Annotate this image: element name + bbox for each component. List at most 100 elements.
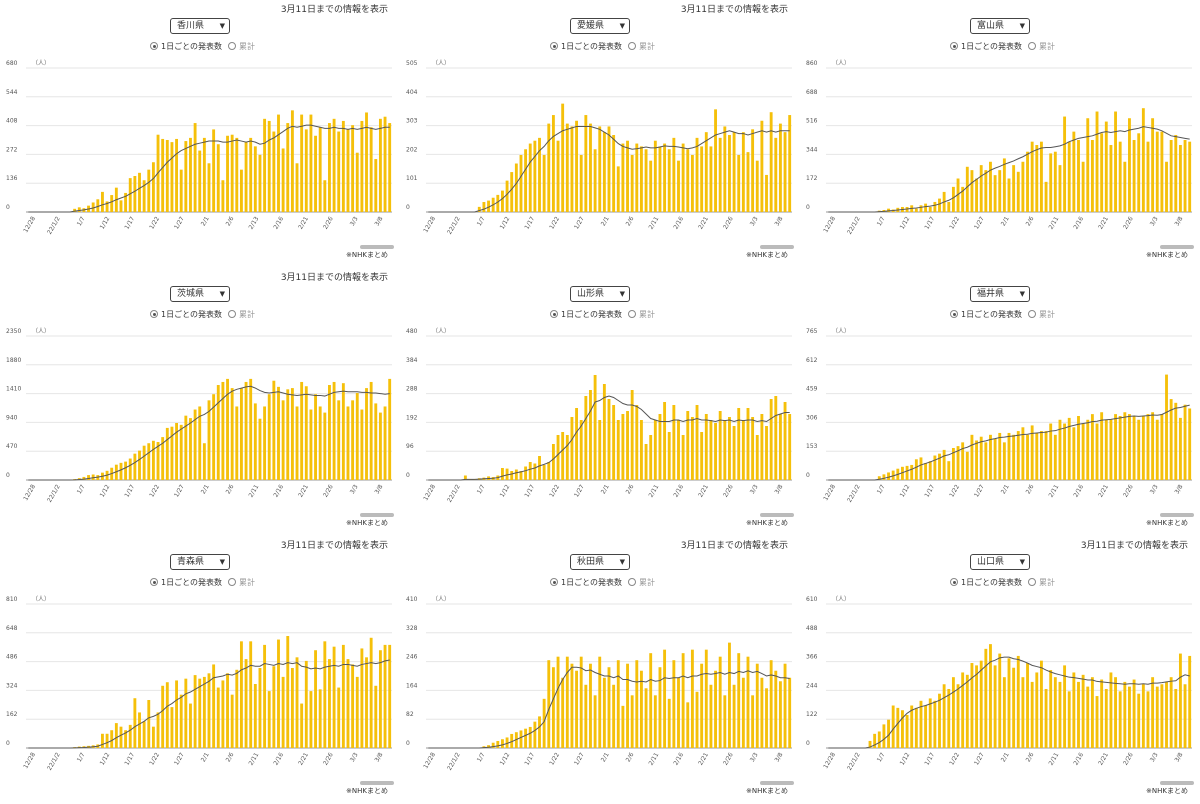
bar: [951, 677, 955, 748]
cumulative-radio[interactable]: [228, 42, 237, 50]
x-tick-label: 1/27: [973, 751, 986, 766]
bar: [198, 406, 202, 480]
horizontal-scrollbar[interactable]: [360, 781, 394, 785]
horizontal-scrollbar[interactable]: [1160, 245, 1194, 249]
bar: [1012, 667, 1016, 748]
bar: [774, 396, 778, 480]
bar: [230, 388, 234, 480]
bar: [328, 659, 331, 748]
bar: [1109, 672, 1113, 748]
x-tick-label: 1/27: [973, 215, 986, 230]
y-axis-unit: （人）: [832, 328, 850, 335]
daily-radio-label: 1日ごとの発表数: [561, 42, 623, 51]
horizontal-scrollbar[interactable]: [360, 513, 394, 517]
y-tick-label: 765: [806, 328, 818, 335]
bar: [681, 435, 685, 480]
bar: [538, 716, 541, 748]
prefecture-select[interactable]: 愛媛県 ▼: [570, 18, 630, 34]
bar: [244, 659, 248, 748]
bar: [1021, 677, 1025, 748]
bar: [216, 144, 220, 212]
bar: [119, 200, 123, 212]
bar: [128, 458, 132, 480]
bar: [207, 163, 211, 212]
prefecture-select[interactable]: 山形県 ▼: [570, 286, 630, 302]
horizontal-scrollbar[interactable]: [760, 513, 794, 517]
bar: [533, 140, 537, 212]
bar: [277, 639, 280, 748]
y-tick-label: 470: [6, 443, 18, 450]
cumulative-radio[interactable]: [1028, 42, 1037, 50]
chart-panel: 3月11日までの情報を表示 茨城県 ▼ 1日ごとの発表数 累計 （人） 0 470 940 141…: [0, 268, 400, 536]
chart-panel: 3月11日までの情報を表示 香川県 ▼ 1日ごとの発表数 累計 （人） 0 136 272 408…: [0, 0, 400, 268]
horizontal-scrollbar[interactable]: [1160, 513, 1194, 517]
cumulative-radio[interactable]: [628, 42, 637, 50]
chevron-down-icon: ▼: [219, 558, 225, 566]
daily-radio[interactable]: [550, 42, 558, 50]
cumulative-radio[interactable]: [1028, 578, 1037, 586]
daily-radio[interactable]: [150, 310, 158, 318]
bar: [984, 442, 988, 480]
bar: [621, 705, 625, 748]
bar: [1118, 416, 1122, 480]
bar: [290, 388, 294, 480]
cumulative-radio[interactable]: [228, 310, 237, 318]
daily-radio[interactable]: [950, 310, 958, 318]
bar: [695, 405, 699, 480]
prefecture-select-value: 福井県: [977, 289, 1005, 299]
bar: [230, 134, 234, 212]
chevron-down-icon: ▼: [219, 290, 225, 298]
x-tick-label: 1/7: [76, 751, 87, 763]
daily-radio[interactable]: [550, 578, 558, 586]
prefecture-select[interactable]: 香川県 ▼: [170, 18, 230, 34]
bar: [207, 400, 211, 480]
x-tick-label: 1/7: [476, 483, 487, 495]
prefecture-select[interactable]: 富山県 ▼: [970, 18, 1030, 34]
bar: [737, 154, 741, 212]
x-tick-label: 2/11: [248, 483, 261, 498]
bar: [304, 129, 308, 212]
bar: [709, 684, 713, 748]
prefecture-select-value: 香川県: [177, 21, 205, 31]
bar: [910, 464, 914, 480]
prefecture-select[interactable]: 福井県 ▼: [970, 286, 1030, 302]
horizontal-scrollbar[interactable]: [1160, 781, 1194, 785]
bar: [226, 135, 229, 212]
y-tick-label: 0: [6, 740, 10, 747]
bar: [970, 434, 974, 480]
prefecture-select[interactable]: 山口県 ▼: [970, 554, 1030, 570]
horizontal-scrollbar[interactable]: [760, 781, 794, 785]
cumulative-radio[interactable]: [628, 310, 637, 318]
bar: [700, 146, 704, 212]
cumulative-radio[interactable]: [628, 578, 637, 586]
prefecture-select[interactable]: 青森県 ▼: [170, 554, 230, 570]
prefecture-select[interactable]: 茨城県 ▼: [170, 286, 230, 302]
daily-radio[interactable]: [150, 578, 158, 586]
bar: [170, 142, 174, 212]
bar: [216, 385, 220, 480]
cumulative-radio[interactable]: [1028, 310, 1037, 318]
bar: [686, 149, 690, 212]
display-mode-toggle: 1日ごとの発表数 累計: [150, 41, 255, 52]
bar: [975, 178, 978, 212]
y-tick-label: 688: [806, 89, 818, 96]
daily-radio[interactable]: [550, 310, 558, 318]
bar: [677, 160, 680, 212]
x-tick-label: 2/6: [625, 215, 636, 227]
horizontal-scrollbar[interactable]: [760, 245, 794, 249]
bar: [249, 641, 253, 748]
bar: [179, 694, 183, 748]
bar: [1104, 419, 1108, 480]
bar: [1174, 134, 1178, 212]
bar: [914, 459, 918, 480]
horizontal-scrollbar[interactable]: [360, 245, 394, 249]
cumulative-radio[interactable]: [228, 578, 237, 586]
daily-radio[interactable]: [950, 578, 958, 586]
bar: [914, 208, 918, 212]
prefecture-select[interactable]: 秋田県 ▼: [570, 554, 630, 570]
daily-radio[interactable]: [950, 42, 958, 50]
bar: [533, 463, 537, 480]
bar: [202, 137, 206, 212]
chart-panel: 3月11日までの情報を表示 愛媛県 ▼ 1日ごとの発表数 累計 （人） 0 101 202 303…: [400, 0, 800, 268]
daily-radio[interactable]: [150, 42, 158, 50]
